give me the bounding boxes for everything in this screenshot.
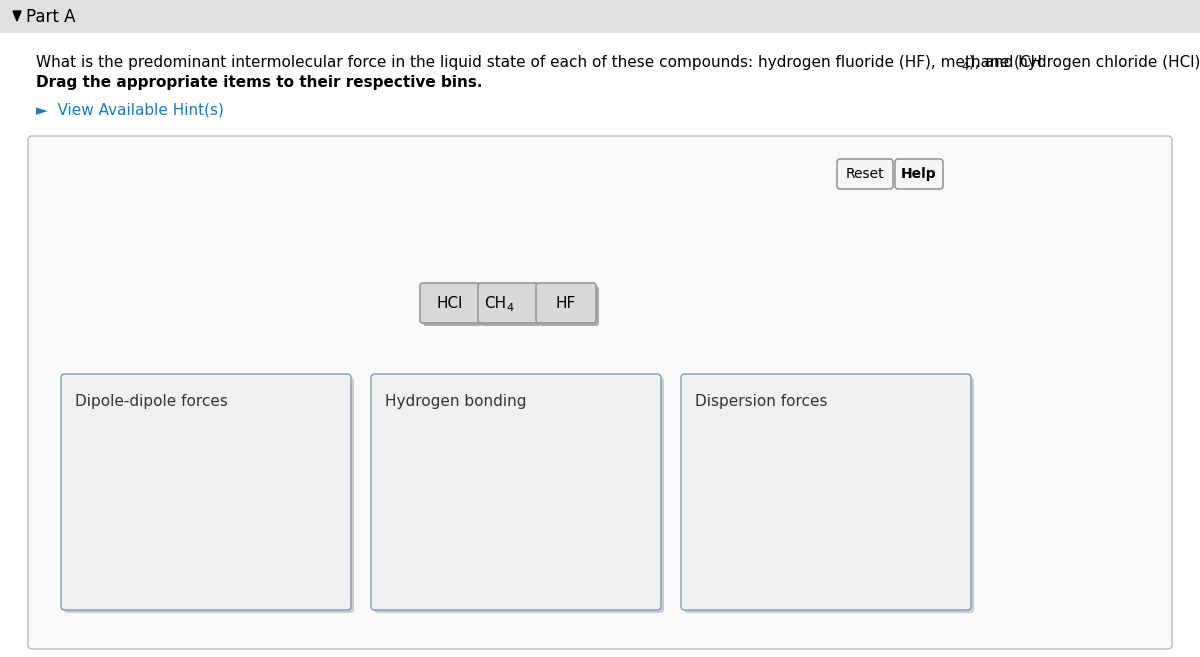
Polygon shape [13,11,22,21]
FancyBboxPatch shape [424,286,482,326]
FancyBboxPatch shape [64,377,354,613]
FancyBboxPatch shape [895,159,943,189]
Text: CH: CH [484,296,506,311]
FancyBboxPatch shape [481,286,541,326]
Text: Help: Help [901,167,937,181]
Bar [0,0,1200,33]
FancyBboxPatch shape [536,283,596,323]
Text: Reset: Reset [846,167,884,181]
FancyBboxPatch shape [374,377,664,613]
Text: Dipole-dipole forces: Dipole-dipole forces [74,394,228,409]
Text: Part A: Part A [26,8,76,26]
Text: Dispersion forces: Dispersion forces [695,394,828,409]
Text: ►  View Available Hint(s): ► View Available Hint(s) [36,102,224,118]
Text: Drag the appropriate items to their respective bins.: Drag the appropriate items to their resp… [36,76,482,91]
Text: HCl: HCl [437,296,463,311]
FancyBboxPatch shape [682,374,971,610]
FancyBboxPatch shape [539,286,599,326]
Text: What is the predominant intermolecular force in the liquid state of each of thes: What is the predominant intermolecular f… [36,55,1042,70]
FancyBboxPatch shape [684,377,974,613]
Text: 4: 4 [506,303,514,313]
FancyBboxPatch shape [420,283,480,323]
FancyBboxPatch shape [478,283,538,323]
FancyBboxPatch shape [61,374,352,610]
FancyBboxPatch shape [838,159,893,189]
Text: Hydrogen bonding: Hydrogen bonding [385,394,527,409]
Text: HF: HF [556,296,576,311]
Text: 4: 4 [961,62,968,72]
FancyBboxPatch shape [28,136,1172,649]
Text: ), and hydrogen chloride (HCl)?: ), and hydrogen chloride (HCl)? [970,55,1200,70]
FancyBboxPatch shape [371,374,661,610]
